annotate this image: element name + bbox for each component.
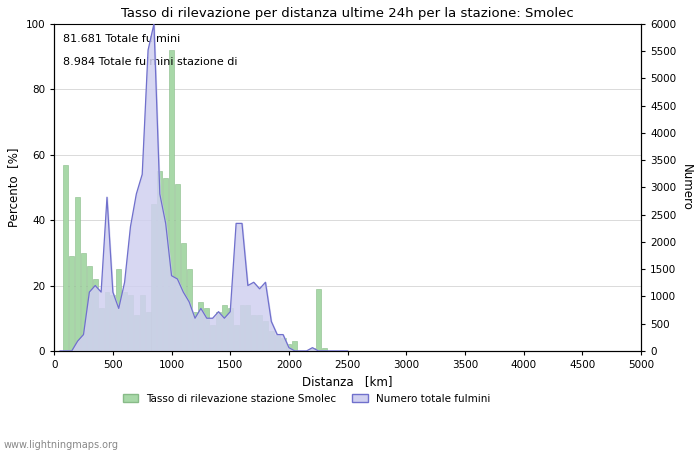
Bar: [64, 165, 69, 351]
Text: 81.681 Totale fulmini: 81.681 Totale fulmini: [63, 34, 180, 44]
Title: Tasso di rilevazione per distanza ultime 24h per la stazione: Smolec: Tasso di rilevazione per distanza ultime…: [121, 7, 574, 20]
Bar: [274, 335, 280, 351]
Bar: [146, 312, 150, 351]
Bar: [87, 266, 92, 351]
Text: www.lightningmaps.org: www.lightningmaps.org: [4, 440, 118, 450]
Bar: [193, 312, 197, 351]
Bar: [151, 204, 156, 351]
Y-axis label: Numero: Numero: [680, 164, 693, 211]
Bar: [99, 308, 104, 351]
Bar: [293, 341, 297, 351]
Bar: [128, 295, 133, 351]
Bar: [187, 269, 192, 351]
Bar: [158, 171, 162, 351]
Bar: [234, 325, 239, 351]
Bar: [222, 305, 227, 351]
Bar: [163, 178, 168, 351]
Bar: [246, 305, 251, 351]
Bar: [210, 325, 215, 351]
Bar: [316, 289, 321, 351]
Text: 8.984 Totale fulmini stazione di: 8.984 Totale fulmini stazione di: [63, 57, 237, 67]
Bar: [281, 338, 286, 351]
Bar: [116, 269, 121, 351]
Bar: [228, 308, 232, 351]
Bar: [263, 321, 268, 351]
Bar: [140, 295, 145, 351]
Bar: [286, 344, 291, 351]
Bar: [169, 50, 174, 351]
Bar: [216, 312, 221, 351]
Bar: [69, 256, 74, 351]
Bar: [75, 197, 80, 351]
Legend: Tasso di rilevazione stazione Smolec, Numero totale fulmini: Tasso di rilevazione stazione Smolec, Nu…: [118, 390, 495, 408]
Bar: [175, 184, 180, 351]
Bar: [122, 292, 127, 351]
Bar: [104, 292, 109, 351]
Bar: [134, 315, 139, 351]
Bar: [198, 302, 204, 351]
Bar: [204, 308, 209, 351]
Bar: [257, 315, 262, 351]
Y-axis label: Percento  [%]: Percento [%]: [7, 148, 20, 227]
Bar: [239, 305, 244, 351]
Bar: [181, 243, 186, 351]
Bar: [251, 315, 256, 351]
X-axis label: Distanza   [km]: Distanza [km]: [302, 375, 393, 388]
Bar: [269, 331, 274, 351]
Bar: [322, 348, 327, 351]
Bar: [93, 279, 98, 351]
Bar: [81, 253, 86, 351]
Bar: [310, 348, 315, 351]
Bar: [111, 295, 116, 351]
